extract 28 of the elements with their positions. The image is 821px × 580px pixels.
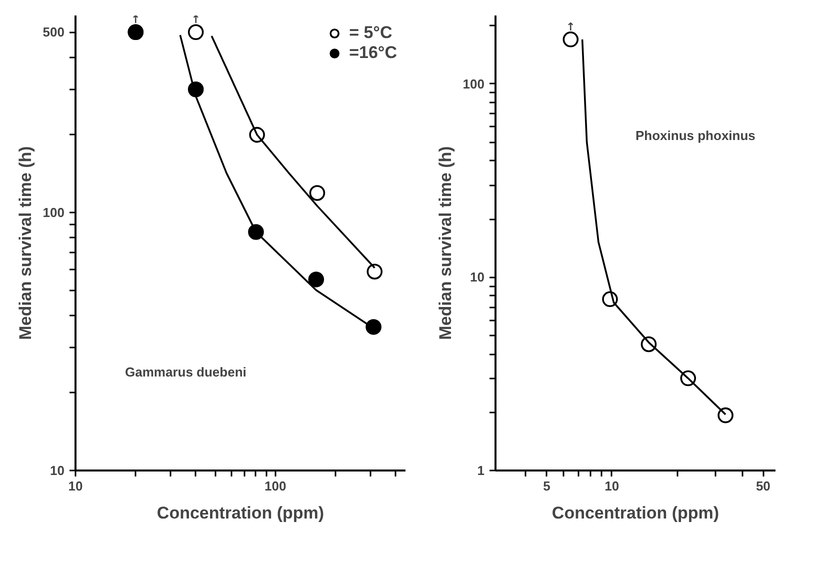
point	[188, 24, 204, 40]
annotation: ↑	[566, 20, 576, 34]
x-tick-label: 10	[604, 478, 620, 494]
x-axis-title: Concentration (ppm)	[552, 504, 720, 522]
x-axis-title: Concentration (ppm)	[156, 504, 324, 522]
annotation: Gammarus duebeni	[125, 364, 246, 380]
annotation: Phoxinus phoxinus	[636, 128, 756, 143]
point	[309, 185, 326, 201]
y-axis-title: Median survival time (h)	[436, 146, 455, 340]
legend-label: = 5°C	[349, 23, 392, 43]
y-tick-label: 100	[462, 76, 485, 92]
point	[366, 264, 383, 280]
point	[308, 272, 324, 288]
point	[562, 32, 579, 48]
y-tick-label: 100	[42, 204, 65, 220]
annotation: ↑	[191, 13, 200, 26]
annotation: ↑	[131, 13, 140, 26]
y-tick-label: 500	[42, 24, 65, 40]
x-tick-label: 50	[756, 478, 770, 494]
legend-label: =16°C	[349, 43, 397, 63]
point	[718, 407, 734, 424]
x-tick-label: 10	[68, 478, 83, 494]
y-tick-label: 10	[50, 463, 65, 478]
x-tick-label: 100	[264, 478, 286, 494]
y-tick-label: 10	[470, 270, 485, 285]
y-tick-label: 1	[477, 463, 485, 478]
y-axis-title: Median survival time (h)	[16, 146, 35, 340]
x-tick-label: 5	[543, 478, 550, 494]
